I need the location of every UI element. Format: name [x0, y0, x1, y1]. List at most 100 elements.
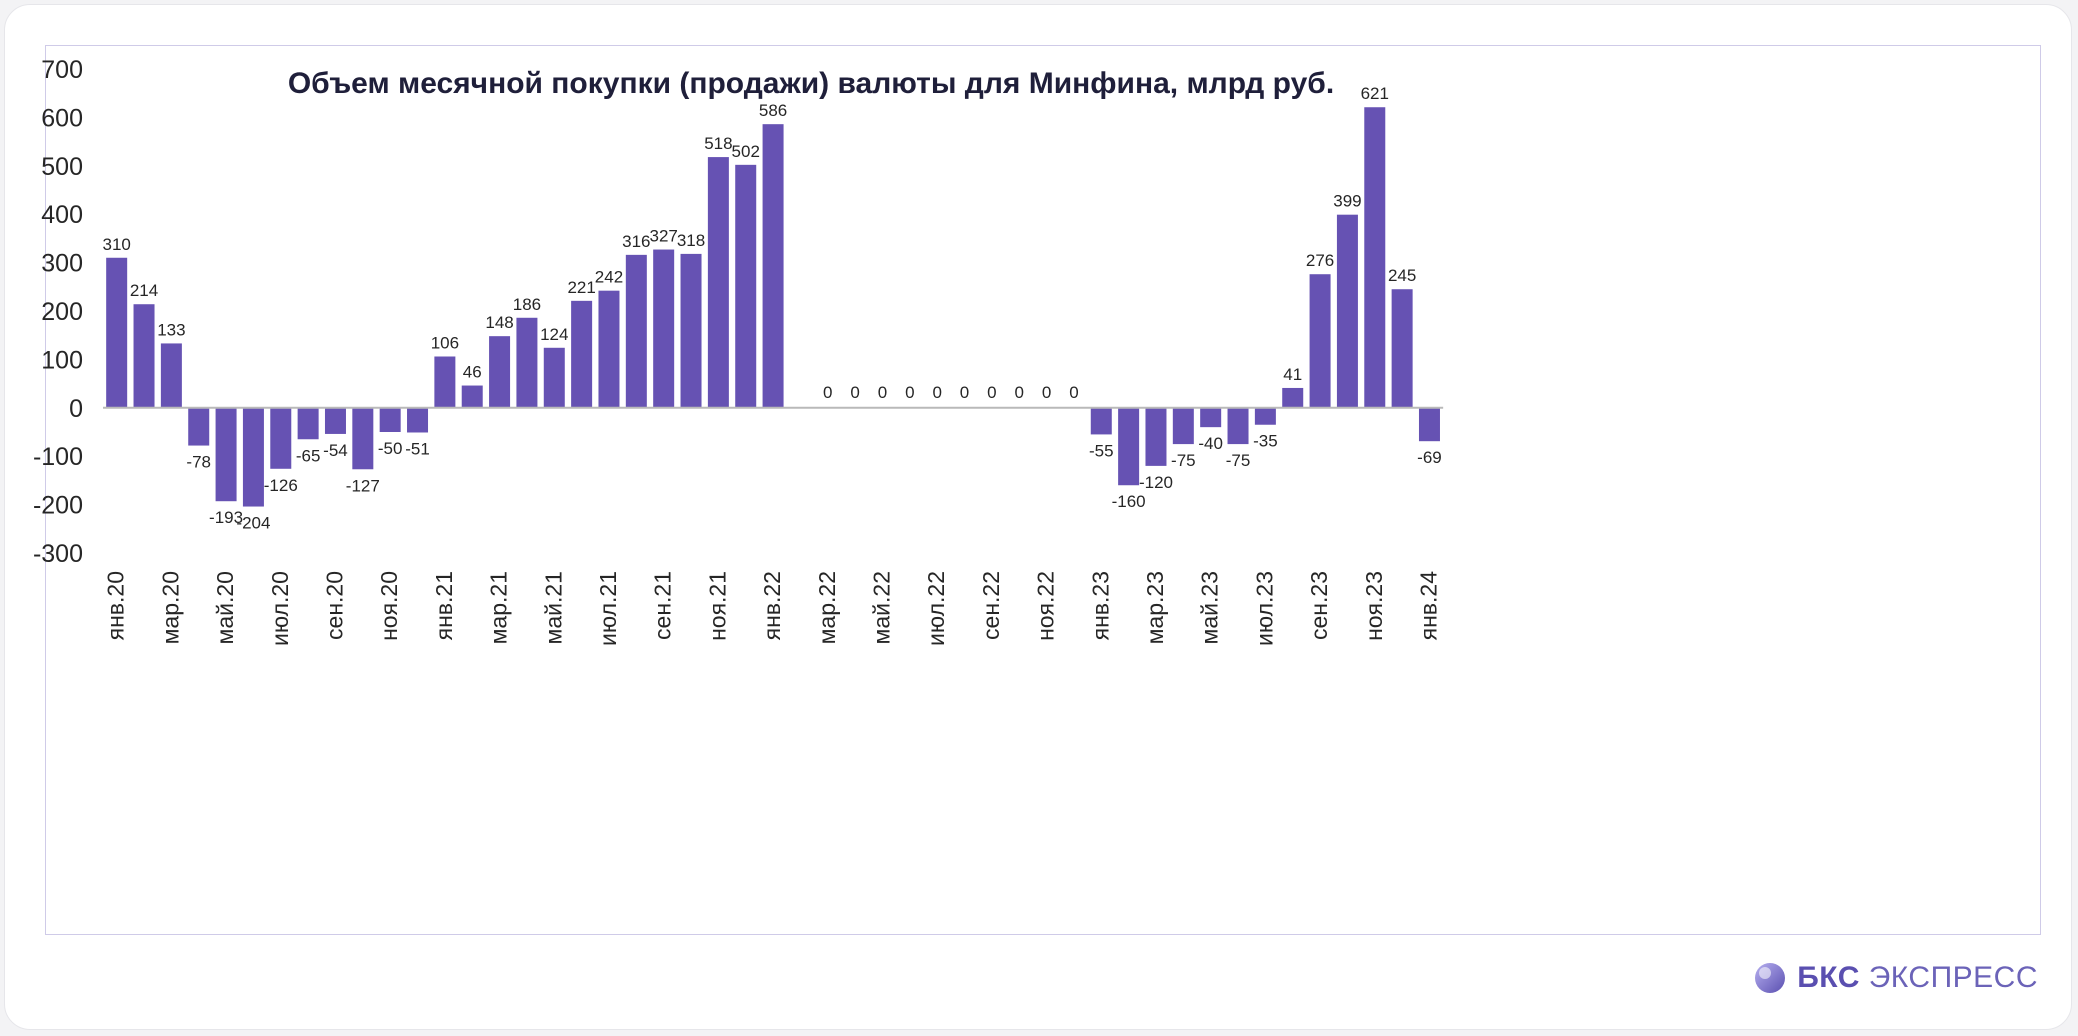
- data-label: 0: [1069, 383, 1078, 402]
- data-label: 0: [960, 383, 969, 402]
- brand-name-rest: ЭКСПРЕСС: [1868, 961, 2038, 994]
- x-tick-label: июл.20: [267, 571, 293, 646]
- data-label: 327: [649, 227, 677, 246]
- data-label: -54: [323, 441, 348, 460]
- bar: [407, 407, 429, 433]
- data-label: 0: [905, 383, 914, 402]
- data-label: -69: [1417, 448, 1442, 467]
- data-label: -50: [378, 439, 403, 458]
- x-tick-label: июл.23: [1251, 571, 1277, 646]
- bar-chart: Объем месячной покупки (продажи) валюты …: [33, 56, 1444, 646]
- data-label: -126: [264, 476, 298, 495]
- y-tick-label: 100: [41, 346, 83, 374]
- y-tick-label: 600: [41, 104, 83, 132]
- y-tick-label: -200: [33, 492, 83, 520]
- data-label: 621: [1361, 84, 1389, 103]
- data-label: 133: [157, 320, 185, 339]
- data-label: 214: [130, 281, 158, 300]
- x-tick-label: май.21: [540, 571, 566, 644]
- bar: [543, 347, 565, 408]
- data-label: 518: [704, 134, 732, 153]
- data-label: -35: [1253, 432, 1278, 451]
- bar: [680, 253, 702, 408]
- bar: [215, 407, 237, 502]
- data-label: -193: [209, 508, 243, 527]
- bar: [1336, 214, 1358, 408]
- y-tick-label: 300: [41, 250, 83, 278]
- bar: [461, 385, 483, 408]
- data-label: 0: [823, 383, 832, 402]
- bar: [1254, 407, 1276, 425]
- x-tick-label: июл.21: [595, 571, 621, 646]
- data-label: -75: [1171, 451, 1196, 470]
- brand-logo-icon: [1755, 963, 1786, 993]
- bar: [489, 336, 511, 408]
- data-label: 318: [677, 231, 705, 250]
- data-label: 46: [463, 363, 482, 382]
- x-tick-label: ноя.21: [704, 571, 730, 641]
- bar: [434, 356, 456, 408]
- bar: [1309, 274, 1331, 408]
- x-tick-label: мар.20: [157, 571, 183, 644]
- bar: [762, 124, 784, 408]
- data-label: 106: [431, 333, 459, 352]
- data-label: 0: [932, 383, 941, 402]
- x-tick-label: сен.23: [1306, 571, 1332, 640]
- x-tick-label: июл.22: [923, 571, 949, 646]
- y-tick-label: 400: [41, 201, 83, 229]
- bar: [1364, 107, 1386, 408]
- bar: [1418, 407, 1440, 442]
- bar: [625, 254, 647, 408]
- bar: [133, 304, 155, 408]
- data-label: 0: [1014, 383, 1023, 402]
- data-label: -75: [1226, 451, 1251, 470]
- data-label: -160: [1112, 492, 1146, 511]
- x-tick-label: май.20: [212, 571, 238, 644]
- chart-card: Объем месячной покупки (продажи) валюты …: [4, 4, 2072, 1030]
- brand-name-bold: БКС: [1797, 961, 1860, 994]
- bar: [1391, 289, 1413, 408]
- data-label: 41: [1283, 365, 1302, 384]
- x-tick-label: янв.20: [103, 571, 129, 640]
- bar: [1145, 407, 1167, 466]
- data-label: 221: [567, 278, 595, 297]
- bar: [598, 290, 620, 408]
- x-tick-label: сен.22: [978, 571, 1004, 640]
- x-tick-label: мар.21: [486, 571, 512, 644]
- chart-frame: [45, 45, 2041, 935]
- x-tick-label: мар.23: [1142, 571, 1168, 644]
- x-tick-label: янв.21: [431, 571, 457, 640]
- y-tick-label: 200: [41, 298, 83, 326]
- bar: [270, 407, 292, 469]
- bar: [571, 300, 593, 408]
- data-label: -120: [1139, 473, 1173, 492]
- brand-logo: БКС ЭКСПРЕСС: [1753, 958, 2038, 998]
- x-tick-label: май.22: [868, 571, 894, 644]
- data-label: -40: [1198, 434, 1223, 453]
- bar: [707, 157, 729, 408]
- data-label: 148: [485, 313, 513, 332]
- bar: [379, 407, 401, 432]
- x-tick-label: янв.24: [1415, 571, 1441, 641]
- bar: [160, 343, 182, 408]
- x-tick-label: ноя.20: [376, 571, 402, 641]
- data-label: 276: [1306, 251, 1334, 270]
- bar: [106, 257, 128, 408]
- data-label: -127: [346, 476, 380, 495]
- data-label: -78: [186, 453, 211, 472]
- bar: [352, 407, 374, 470]
- x-tick-label: янв.22: [759, 571, 785, 640]
- data-label: 310: [102, 235, 130, 254]
- data-label: -51: [405, 439, 430, 458]
- y-tick-label: 0: [69, 395, 83, 423]
- data-label: 124: [540, 325, 568, 344]
- x-tick-label: ноя.22: [1033, 571, 1059, 641]
- data-label: 316: [622, 232, 650, 251]
- bar: [1090, 407, 1112, 435]
- data-label: 0: [850, 383, 859, 402]
- data-label: 399: [1333, 192, 1361, 211]
- bar: [297, 407, 319, 440]
- bar: [1227, 407, 1249, 445]
- data-label: 186: [513, 295, 541, 314]
- data-label: 586: [759, 101, 787, 120]
